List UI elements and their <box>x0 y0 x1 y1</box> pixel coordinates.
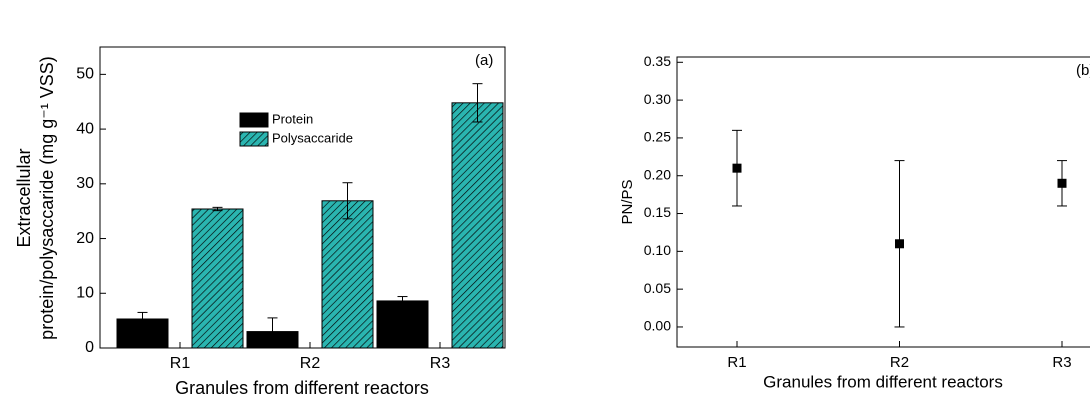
y-tick-label: 10 <box>76 284 94 301</box>
y-tick-label: 0 <box>85 339 94 356</box>
x-tick-label: R2 <box>890 354 909 371</box>
legend-label: Protein <box>272 111 313 126</box>
x-axis-label: Granules from different reactors <box>175 378 429 398</box>
legend-label: Polysaccaride <box>272 130 353 145</box>
error-bar <box>267 317 278 346</box>
point <box>1057 178 1067 188</box>
x-tick-label: R1 <box>727 354 746 371</box>
y-tick-label: 50 <box>76 66 94 83</box>
error-bar <box>472 83 483 123</box>
error-bar <box>342 182 353 220</box>
bar <box>451 102 504 349</box>
bar <box>191 208 244 349</box>
x-tick-label: R1 <box>170 355 191 372</box>
y-axis-label: PN/PS <box>619 179 636 224</box>
x-axis-label: Granules from different reactors <box>763 372 1003 391</box>
y-tick-label: 0.10 <box>644 242 671 258</box>
y-tick-label: 0.15 <box>644 204 671 220</box>
y-tick-label: 30 <box>76 175 94 192</box>
x-tick-label: R3 <box>1052 354 1071 371</box>
y-axis-label: protein/polysaccaride (mg g⁻¹ VSS) <box>37 56 57 340</box>
error-bar <box>397 296 408 306</box>
panel-label: (a) <box>475 52 493 69</box>
y-tick-label: 40 <box>76 120 94 137</box>
point <box>732 163 742 173</box>
y-tick-label: 0.35 <box>644 53 671 69</box>
y-tick-label: 0.25 <box>644 129 671 145</box>
y-axis-label: Extracellular <box>14 148 34 247</box>
plot-frame <box>676 56 1090 348</box>
error-bar <box>137 311 148 327</box>
bar <box>321 200 374 349</box>
x-tick-label: R2 <box>300 355 321 372</box>
legend-swatch <box>239 131 269 147</box>
y-tick-label: 0.20 <box>644 166 671 182</box>
y-tick-label: 0.05 <box>644 280 671 296</box>
y-tick-label: 0.30 <box>644 91 671 107</box>
legend-swatch <box>239 112 269 128</box>
plot-frame <box>99 46 506 349</box>
y-tick-label: 20 <box>76 230 94 247</box>
panel-label: (b) <box>1076 62 1090 79</box>
x-tick-label: R3 <box>430 355 451 372</box>
bar <box>376 300 429 349</box>
y-tick-label: 0.00 <box>644 318 671 334</box>
point <box>895 239 904 249</box>
error-bar <box>212 206 223 212</box>
